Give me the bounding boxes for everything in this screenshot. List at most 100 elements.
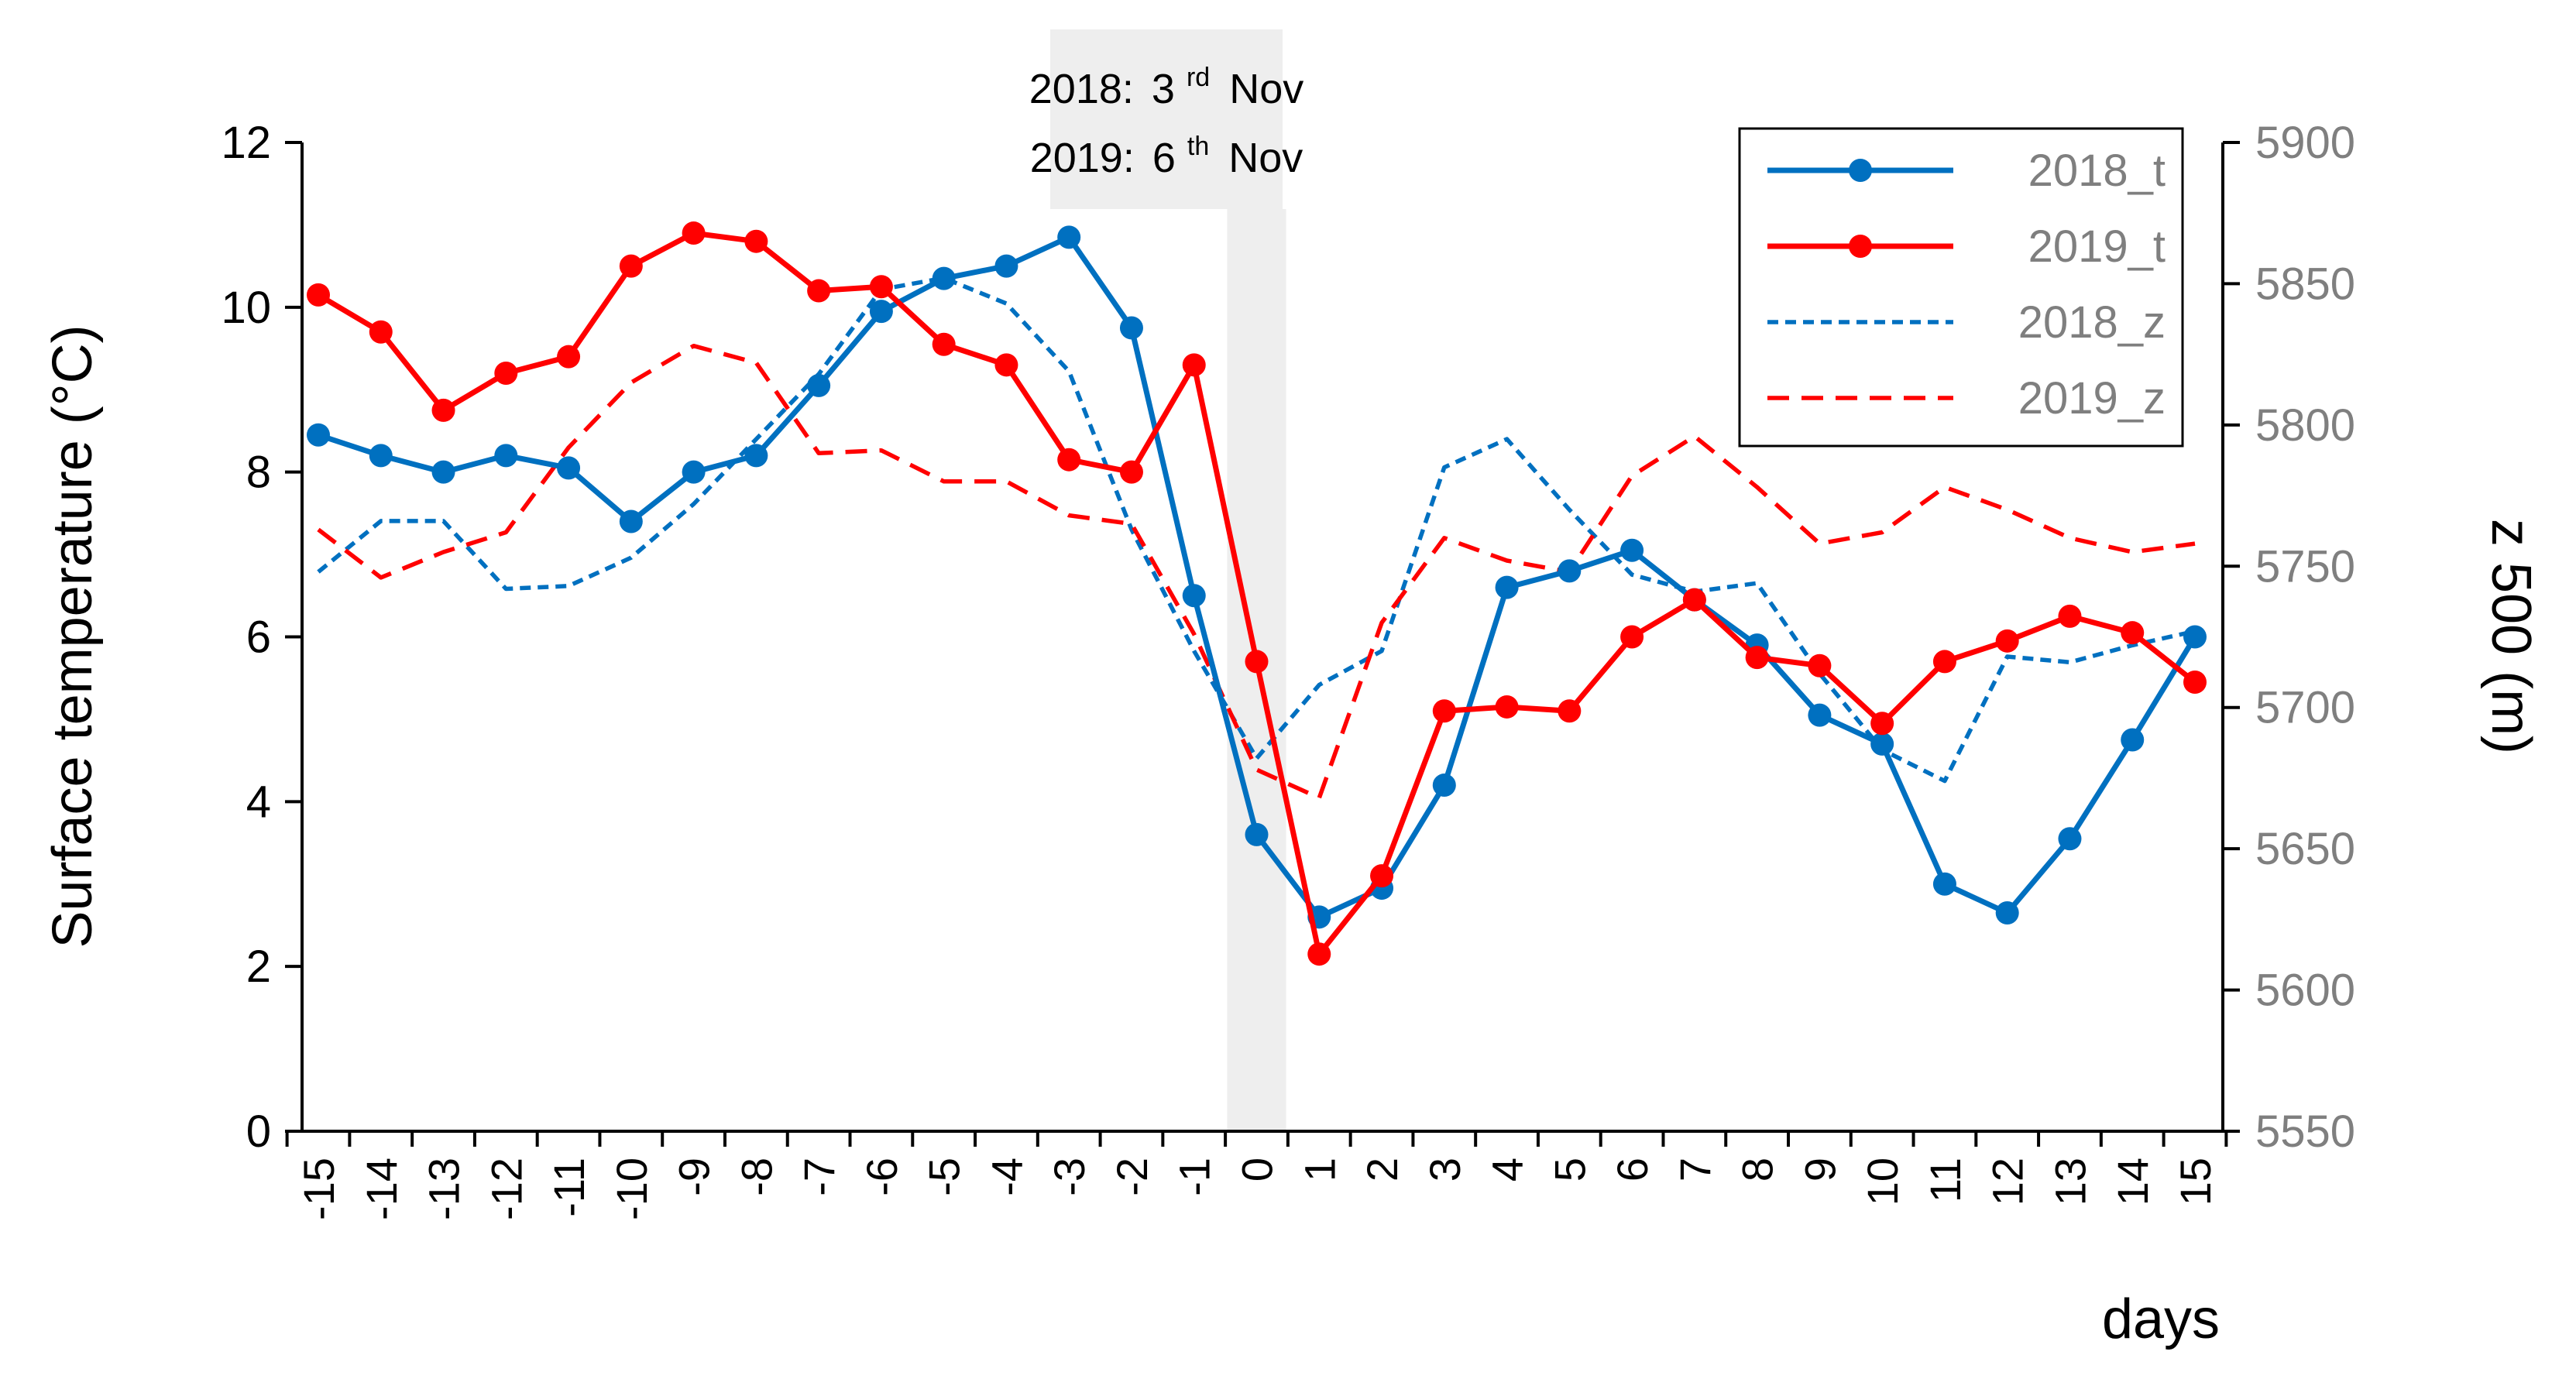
annotation-2018-month: Nov <box>1229 66 1303 112</box>
data-point-2019_t <box>2183 671 2207 695</box>
data-point-2018_t <box>1870 732 1894 756</box>
data-point-2018_t <box>1808 703 1832 727</box>
x-tick-label: 1 <box>1295 1158 1344 1182</box>
data-point-2018_t <box>682 460 706 484</box>
right-y-tick-label: 5550 <box>2255 1106 2355 1157</box>
x-tick-label: -3 <box>1045 1158 1094 1196</box>
data-point-2018_t <box>494 444 518 468</box>
right-y-tick-label: 5900 <box>2255 118 2355 168</box>
x-tick-label: 10 <box>1858 1158 1907 1206</box>
data-point-2018_t <box>307 423 330 447</box>
x-tick-label: -6 <box>857 1158 906 1196</box>
annotation-box <box>1050 29 1283 209</box>
data-point-2019_t <box>1370 864 1394 888</box>
legend-item-2019_z: 2019_z <box>1767 373 2166 424</box>
data-point-2018_t <box>2121 728 2145 752</box>
x-tick-label: 7 <box>1671 1158 1719 1182</box>
annotation-2018-suffix: rd <box>1187 63 1210 92</box>
annotation-2018-year: 2018: <box>1029 66 1134 112</box>
right-y-tick-label: 5850 <box>2255 259 2355 309</box>
data-point-2018_t <box>869 300 893 324</box>
series-layer <box>307 221 2207 966</box>
legend-label-2018_t: 2018_t <box>2028 146 2166 196</box>
data-point-2018_t <box>1932 872 1956 896</box>
data-point-2019_t <box>1932 650 1956 674</box>
right-y-tick-label: 5650 <box>2255 824 2355 874</box>
highlight-band-group: 2018: 3 rd Nov 2019: 6 th Nov <box>1029 29 1303 1131</box>
left-y-tick-label: 10 <box>221 283 271 333</box>
data-point-2019_t <box>869 275 893 299</box>
data-point-2018_t <box>1119 316 1143 340</box>
x-tick-label: -2 <box>1108 1158 1156 1196</box>
x-tick-label: 2 <box>1358 1158 1406 1182</box>
x-tick-label: 13 <box>2045 1158 2094 1206</box>
data-point-2018_t <box>619 509 643 533</box>
x-tick-label: -5 <box>920 1158 969 1196</box>
x-tick-label: 0 <box>1233 1158 1282 1182</box>
x-tick-label: 5 <box>1545 1158 1594 1182</box>
data-point-2019_t <box>1558 699 1582 723</box>
data-point-2018_t <box>431 460 455 484</box>
data-point-2019_t <box>369 320 393 344</box>
x-tick-label: -8 <box>732 1158 781 1196</box>
right-y-tick-label: 5800 <box>2255 400 2355 451</box>
left-y-tick-label: 0 <box>246 1106 271 1157</box>
legend: 2018_t 2019_t 2018_z 2019_z <box>1738 127 2184 448</box>
data-point-2018_t <box>369 444 393 468</box>
x-tick-label: 4 <box>1483 1158 1532 1182</box>
legend-label-2018_z: 2018_z <box>2018 297 2166 348</box>
data-point-2019_t <box>1245 650 1269 674</box>
data-point-2018_t <box>1558 559 1582 583</box>
data-point-2019_t <box>994 353 1018 377</box>
data-point-2019_t <box>1057 448 1081 472</box>
data-point-2019_t <box>1995 629 2019 653</box>
x-axis-title: days <box>2102 1288 2220 1350</box>
data-point-2018_t <box>932 266 956 290</box>
data-point-2019_t <box>1495 695 1519 719</box>
x-tick-label: -1 <box>1170 1158 1219 1196</box>
data-point-2018_t <box>1432 774 1456 798</box>
data-point-2018_t <box>807 373 831 397</box>
right-y-ticks: 5550 5600 5650 5700 5750 5800 5850 5900 <box>2223 118 2355 1157</box>
series-2019_z <box>317 343 2196 801</box>
x-tick-label: -12 <box>482 1158 531 1220</box>
legend-label-2019_t: 2019_t <box>2028 221 2166 272</box>
x-tick-label: 8 <box>1733 1158 1782 1182</box>
left-y-tick-label: 6 <box>246 612 271 663</box>
data-point-2018_t <box>1495 575 1519 599</box>
x-tick-label: -13 <box>420 1158 469 1220</box>
data-point-2019_t <box>1432 699 1456 723</box>
left-y-tick-label: 12 <box>221 118 271 168</box>
data-point-2018_t <box>2183 625 2207 649</box>
data-point-2019_t <box>682 221 706 245</box>
legend-label-2019_z: 2019_z <box>2018 373 2166 424</box>
legend-items: 2018_t 2019_t 2018_z 2019_z <box>1767 146 2166 424</box>
data-point-2019_t <box>932 332 956 356</box>
series-line-2019_z <box>317 343 2196 801</box>
data-point-2019_t <box>1682 588 1706 612</box>
x-tick-label: 9 <box>1795 1158 1844 1182</box>
x-tick-label: -9 <box>670 1158 719 1196</box>
x-tick-label: -4 <box>982 1158 1031 1196</box>
legend-marker-2019_t <box>1849 235 1872 258</box>
data-point-2018_t <box>1245 822 1269 846</box>
data-point-2018_t <box>1995 900 2019 924</box>
x-tick-label: 6 <box>1608 1158 1657 1182</box>
legend-box <box>1738 127 2184 448</box>
series-2018_t <box>307 225 2207 929</box>
right-y-tick-label: 5750 <box>2255 541 2355 592</box>
data-point-2019_t <box>2058 604 2082 628</box>
data-point-2019_t <box>1182 353 1206 377</box>
y-axis-title-left: Surface temperature (°C) <box>42 324 104 948</box>
data-point-2019_t <box>1870 712 1894 736</box>
x-ticks: -15 -14 -13 -12 -11 -10 -9 -8 -7 -6 -5 -4 -3 -2 -1 0 1 2 3… <box>285 1131 2228 1220</box>
x-tick-label: 14 <box>2108 1158 2157 1206</box>
legend-item-2018_t: 2018_t <box>1767 146 2166 196</box>
left-y-ticks: 0 2 4 6 8 10 12 <box>221 118 302 1157</box>
data-point-2019_t <box>557 345 581 369</box>
x-tick-label: 3 <box>1420 1158 1469 1182</box>
data-point-2019_t <box>807 279 831 303</box>
data-point-2019_t <box>307 283 330 307</box>
x-tick-label: 12 <box>1984 1158 2032 1206</box>
